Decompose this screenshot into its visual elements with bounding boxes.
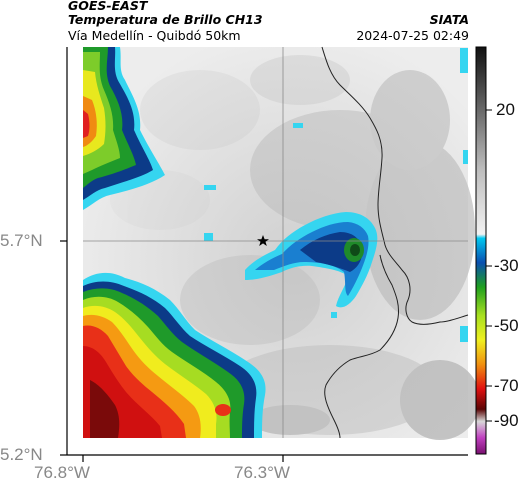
- datetime-label: 2024-07-25 02:49: [356, 28, 469, 43]
- lat-tick-label: 5.2°N: [0, 445, 43, 464]
- lat-tick-label: 5.7°N: [0, 231, 43, 250]
- colorbar-tick-label: -90: [494, 411, 519, 430]
- location-star-marker: [257, 235, 269, 246]
- cloud-upper-left: [83, 47, 165, 210]
- colorbar-tick-label: -70: [494, 376, 519, 395]
- product-title: Temperatura de Brillo CH13: [68, 12, 263, 27]
- cloud-central-cell: [245, 212, 378, 308]
- colorbar-tick-marks: [486, 109, 492, 422]
- colorbar-tick-label: -30: [494, 256, 519, 275]
- lon-tick-label: 76.3°W: [234, 463, 290, 482]
- colorbar-tick-label: 20: [496, 100, 515, 119]
- map-panel: [83, 46, 480, 440]
- lon-tick-label: 76.8°W: [34, 463, 90, 482]
- map-axes: [60, 47, 468, 462]
- colorbar: [475, 46, 492, 455]
- boundary-lines: [321, 46, 469, 439]
- satellite-label: GOES-EAST: [68, 0, 148, 13]
- agency-label: SIATA: [429, 12, 469, 27]
- region-subtitle: Vía Medellín - Quibdó 50km: [68, 28, 241, 43]
- cloud-specks: [204, 48, 468, 342]
- grid-lines: [83, 47, 468, 438]
- colorbar-tick-label: -50: [494, 316, 519, 335]
- cloud-lower-left: [83, 272, 266, 438]
